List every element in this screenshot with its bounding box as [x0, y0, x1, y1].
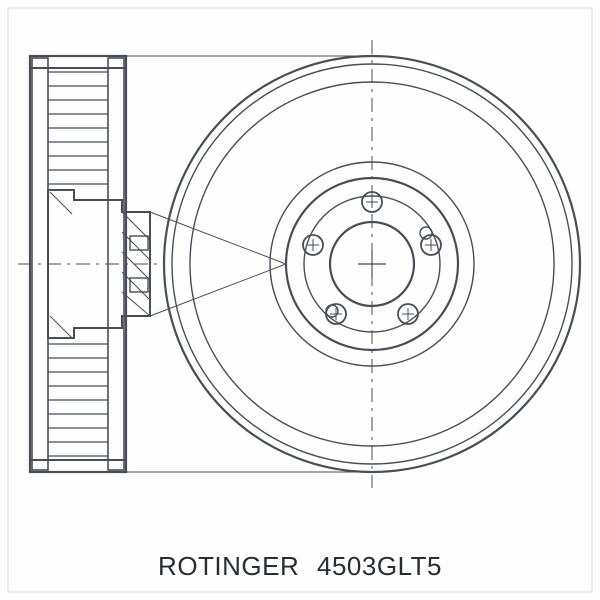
technical-drawing	[0, 0, 600, 600]
locator-pins	[326, 227, 432, 317]
brand-label: ROTINGER	[158, 551, 299, 581]
disc-section-view	[18, 56, 160, 472]
dimension-lines	[126, 56, 372, 472]
frame-rect	[8, 8, 592, 592]
caption: ROTINGER 4503GLT5	[0, 551, 600, 582]
part-number: 4503GLT5	[317, 551, 442, 581]
disc-front-view	[164, 40, 580, 488]
drawing-canvas: ROTINGER 4503GLT5	[0, 0, 600, 600]
